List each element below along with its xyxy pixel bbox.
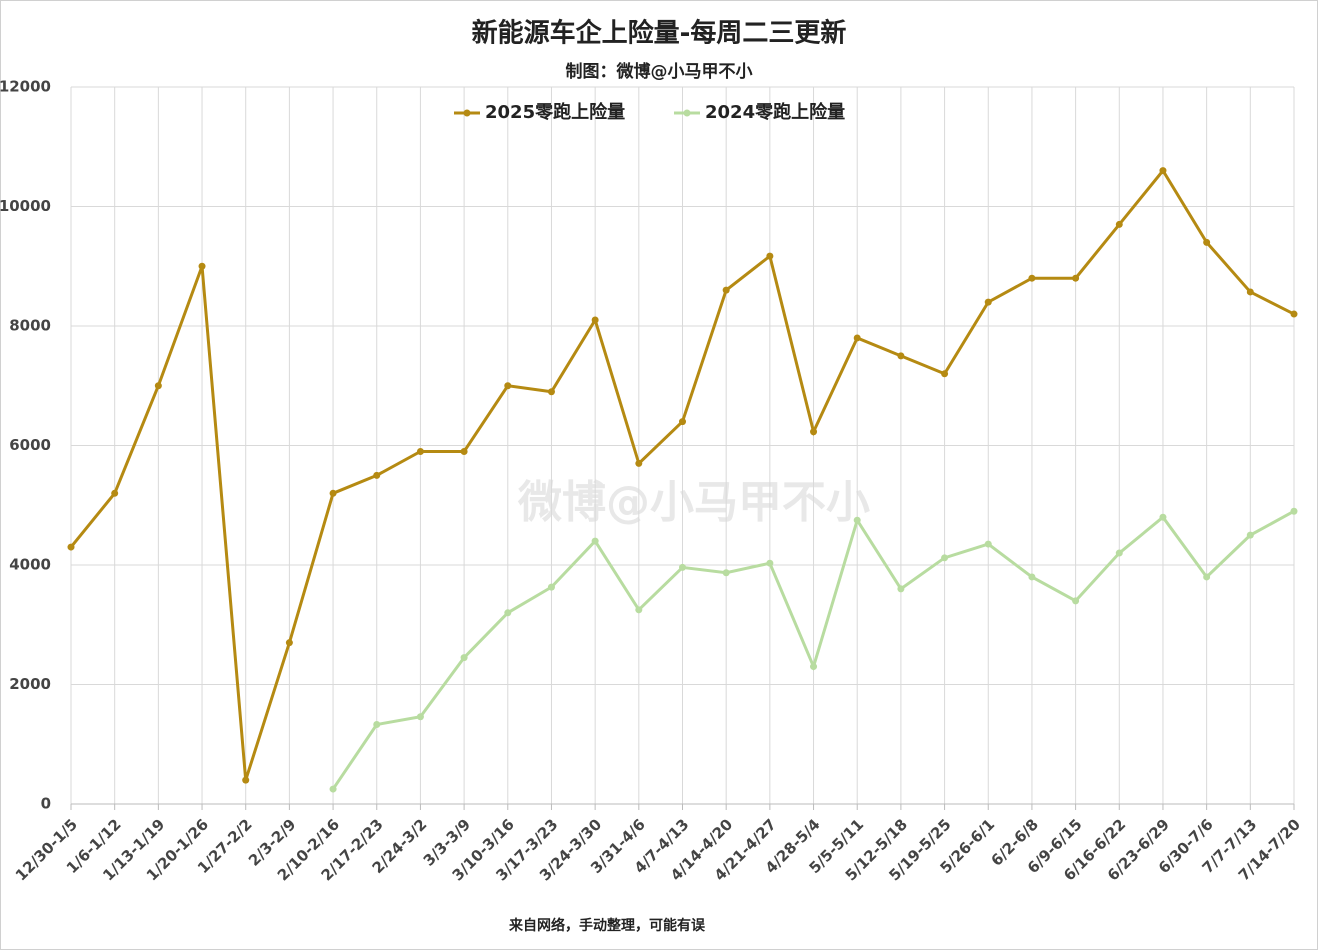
data-point <box>547 388 555 396</box>
data-point <box>1203 573 1211 581</box>
legend-label: 2025零跑上险量 <box>485 101 625 123</box>
data-point <box>941 370 949 378</box>
y-tick-label: 0 <box>41 795 51 813</box>
data-point <box>853 516 861 524</box>
data-point <box>679 563 686 571</box>
y-tick-label: 2000 <box>9 675 51 693</box>
data-point <box>1290 507 1298 515</box>
data-point <box>460 447 468 455</box>
data-point <box>373 721 381 729</box>
data-point <box>1072 274 1080 282</box>
data-point <box>591 316 599 324</box>
legend-marker <box>463 109 471 117</box>
data-point <box>285 639 293 647</box>
data-point <box>1246 531 1254 539</box>
footnote: 来自网络，手动整理，可能有误 <box>508 917 706 934</box>
data-point <box>722 286 730 294</box>
data-point <box>547 583 555 591</box>
data-point <box>416 447 424 455</box>
data-point <box>1115 220 1123 228</box>
data-point <box>416 713 424 721</box>
data-point <box>810 428 818 436</box>
y-tick-label: 10000 <box>0 197 51 215</box>
data-point <box>635 606 643 614</box>
data-point <box>984 540 992 548</box>
chart-subtitle: 制图：微博@小马甲不小 <box>566 61 753 82</box>
data-point <box>1115 549 1123 557</box>
chart-title: 新能源车企上险量-每周二三更新 <box>472 18 847 49</box>
data-point <box>1072 597 1080 605</box>
data-point <box>1028 274 1036 282</box>
data-point <box>810 663 818 671</box>
y-tick-label: 6000 <box>9 436 51 454</box>
data-point <box>897 352 905 360</box>
data-point <box>198 262 206 270</box>
data-point <box>897 585 905 593</box>
data-point <box>853 334 861 342</box>
data-point <box>1290 310 1298 318</box>
data-point <box>941 554 949 562</box>
data-point <box>591 537 599 545</box>
data-point <box>111 489 119 497</box>
y-tick-label: 12000 <box>0 78 51 96</box>
data-point <box>1159 167 1167 175</box>
data-point <box>67 543 75 551</box>
data-point <box>635 459 643 467</box>
y-tick-label: 4000 <box>9 556 51 574</box>
y-tick-label: 8000 <box>9 317 51 335</box>
data-point <box>1246 288 1254 296</box>
watermark: 微博@小马甲不小 <box>517 477 870 528</box>
data-point <box>1159 513 1167 521</box>
legend-marker <box>683 109 691 117</box>
data-point <box>1028 573 1036 581</box>
data-point <box>679 418 686 426</box>
data-point <box>329 489 337 497</box>
data-point <box>722 569 730 577</box>
data-point <box>504 382 512 390</box>
data-point <box>329 785 337 793</box>
data-point <box>242 776 250 784</box>
grid <box>70 86 1295 805</box>
legend-label: 2024零跑上险量 <box>705 101 845 123</box>
data-point <box>504 609 512 617</box>
data-point <box>1203 238 1211 246</box>
data-point <box>373 471 381 479</box>
data-point <box>766 559 774 567</box>
data-point <box>460 654 468 662</box>
data-point <box>766 252 774 260</box>
data-point <box>154 382 162 390</box>
data-point <box>984 298 992 306</box>
